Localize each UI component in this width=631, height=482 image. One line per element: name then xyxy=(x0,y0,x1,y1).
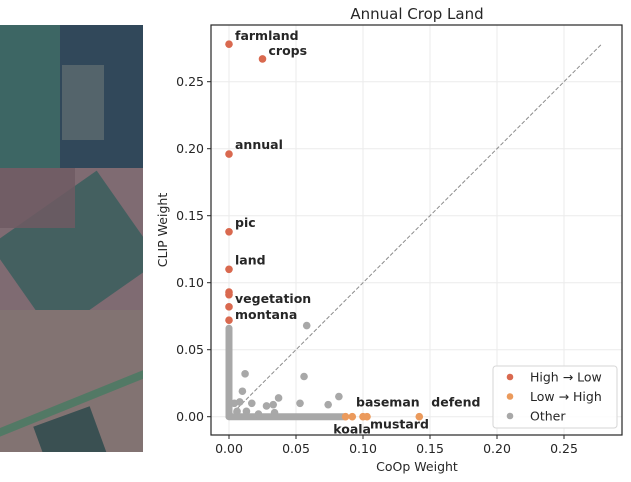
points xyxy=(225,40,424,421)
point-label: baseman xyxy=(356,395,420,410)
other-point xyxy=(235,398,244,406)
low-to-high-point xyxy=(341,412,350,421)
other-point xyxy=(335,392,343,401)
y-tick-label: 0.05 xyxy=(176,342,204,357)
high-to-low-point xyxy=(225,150,233,158)
x-ticks: 0.00 0.05 0.10 0.15 0.20 0.25 xyxy=(215,435,578,456)
point-label: farmland xyxy=(235,28,299,43)
point-label: crops xyxy=(269,43,308,58)
x-tick-label: 0.20 xyxy=(483,441,511,456)
other-bands xyxy=(225,324,348,421)
legend-marker xyxy=(506,412,514,420)
y-tick-label: 0.20 xyxy=(176,141,204,156)
y-tick-label: 0.15 xyxy=(176,208,204,223)
other-point xyxy=(238,387,247,396)
point-label: pic xyxy=(235,215,256,230)
high-to-low-point xyxy=(225,265,233,274)
other-point xyxy=(302,321,311,330)
chart-title: Annual Crop Land xyxy=(350,5,483,23)
high-to-low-point xyxy=(225,316,233,325)
other-point xyxy=(242,407,251,416)
point-label: land xyxy=(235,252,266,267)
y-tick-label: 0.25 xyxy=(176,74,204,89)
diagonal-reference-line xyxy=(228,44,602,418)
high-to-low-point xyxy=(258,55,267,63)
other-point xyxy=(274,394,283,402)
high-to-low-point xyxy=(225,303,233,311)
satellite-tile-3 xyxy=(0,310,143,452)
point-label: defend xyxy=(431,395,480,410)
other-point xyxy=(270,408,279,417)
other-point xyxy=(300,372,308,381)
other-point xyxy=(233,407,241,416)
other-point xyxy=(247,399,256,408)
plot-frame xyxy=(210,24,623,436)
field-patch xyxy=(62,65,104,140)
low-to-high-point xyxy=(348,412,357,421)
low-to-high-point xyxy=(415,412,424,421)
low-to-high-point xyxy=(363,412,371,421)
satellite-image-strip xyxy=(0,25,143,452)
other-point xyxy=(262,402,271,410)
point-label: annual xyxy=(235,137,283,152)
satellite-tile-1 xyxy=(0,25,143,168)
field-patch xyxy=(0,168,75,228)
x-axis-label: CoOp Weight xyxy=(376,459,458,474)
legend-marker xyxy=(506,393,514,400)
legend-label: Other xyxy=(530,409,566,424)
x-tick-label: 0.10 xyxy=(349,441,377,456)
legend-label: Low → High xyxy=(530,389,602,404)
other-point xyxy=(254,410,263,418)
satellite-tile-2 xyxy=(0,168,143,310)
other-point xyxy=(324,400,332,409)
x-tick-label: 0.05 xyxy=(282,441,310,456)
legend-marker xyxy=(506,373,514,381)
legend: High → Low Low → High Other xyxy=(492,365,618,429)
other-point xyxy=(241,370,249,378)
legend-label: High → Low xyxy=(530,370,602,385)
point-label: montana xyxy=(235,307,297,322)
point-label: vegetation xyxy=(235,291,311,306)
y-tick-label: 0.10 xyxy=(176,275,204,290)
high-to-low-point xyxy=(225,290,233,299)
x-tick-label: 0.15 xyxy=(416,441,444,456)
point-label: koala xyxy=(333,422,371,437)
x-tick-label: 0.25 xyxy=(550,441,578,456)
point-label: mustard xyxy=(370,417,429,432)
y-axis-label: CLIP Weight xyxy=(155,193,170,268)
high-to-low-point xyxy=(225,40,233,48)
field-patch xyxy=(0,25,60,168)
high-to-low-point xyxy=(225,227,233,236)
y-tick-label: 0.00 xyxy=(176,409,204,424)
y-ticks: 0.00 0.05 0.10 0.15 0.20 0.25 xyxy=(176,74,211,424)
other-point xyxy=(269,400,278,409)
other-point xyxy=(296,399,304,408)
x-tick-label: 0.00 xyxy=(215,441,243,456)
